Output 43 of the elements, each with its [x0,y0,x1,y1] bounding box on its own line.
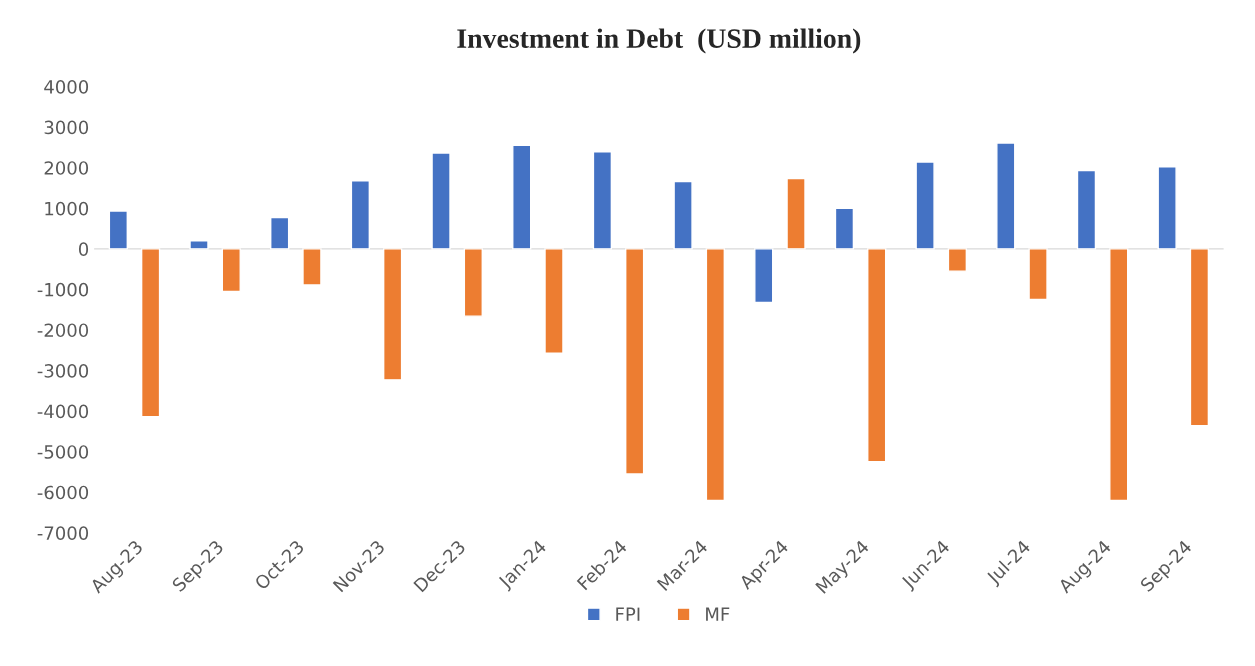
bar [1109,248,1129,502]
bar [705,248,726,502]
bar [834,207,855,250]
bar [1157,166,1177,250]
y-tick-label: -5000 [37,445,89,459]
y-tick-label: -4000 [37,404,89,419]
y-tick-label: -7000 [37,526,89,540]
bar [867,248,887,463]
bar [350,179,371,250]
chart-title: Investment in Debt (USD million) [457,28,861,54]
bar [947,248,968,272]
bar [996,142,1016,250]
bar [786,177,806,250]
bar [1189,248,1210,427]
bar [673,180,693,250]
bar [382,248,403,381]
y-tick-label: 2000 [44,161,89,175]
legend-label: MF [706,607,730,621]
bar [431,152,451,250]
legend-label: FPI [616,607,640,621]
bar [108,210,128,250]
bar [512,144,532,250]
y-tick-label: 0 [78,242,89,256]
bar [140,248,161,418]
bar [1076,169,1097,250]
bar [544,248,564,354]
y-tick-label: -3000 [37,364,89,378]
y-tick-label: 1000 [45,201,89,216]
y-tick-label: -6000 [37,485,89,500]
bar [302,248,322,286]
bar [463,248,483,317]
bar [1028,248,1048,301]
bar [592,151,613,250]
y-tick-label: -2000 [37,323,89,338]
bar [754,248,774,304]
y-tick-label: 3000 [44,120,89,135]
bar [221,248,241,293]
y-tick-label: -1000 [37,282,89,297]
bar [915,161,935,250]
bar [625,248,645,475]
bar [270,216,290,250]
y-tick-label: 4000 [44,80,89,94]
bar [189,240,209,250]
